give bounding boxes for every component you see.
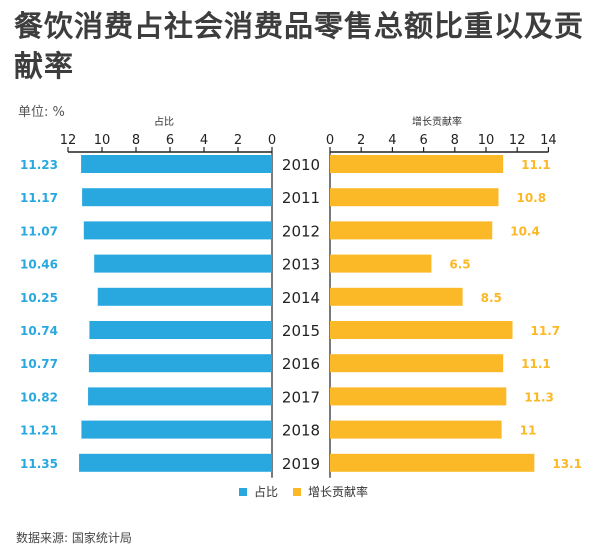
legend-label-contribution: 增长贡献率 bbox=[308, 484, 368, 499]
left-axis-tick-label: 6 bbox=[166, 133, 174, 148]
share-bar-2015 bbox=[89, 321, 272, 339]
left-axis-tick-label: 8 bbox=[132, 133, 140, 148]
legend-swatch-contribution bbox=[293, 488, 301, 496]
contribution-value-label-2015: 11.7 bbox=[531, 324, 561, 338]
contribution-value-label-2019: 13.1 bbox=[552, 457, 582, 471]
right-axis-tick-label: 0 bbox=[326, 133, 334, 148]
share-bar-2012 bbox=[83, 221, 272, 240]
share-bar-2011 bbox=[82, 188, 272, 207]
contribution-bar-2014 bbox=[330, 287, 463, 306]
contribution-value-label-2016: 11.1 bbox=[521, 357, 551, 371]
contribution-bar-2017 bbox=[330, 387, 507, 406]
share-bar-2010 bbox=[81, 155, 272, 173]
legend-label-share: 占比 bbox=[254, 484, 278, 499]
year-label-2015: 2015 bbox=[282, 322, 320, 340]
right-axis-tick-label: 8 bbox=[451, 133, 459, 148]
legend-swatch-share bbox=[239, 488, 247, 496]
contribution-value-label-2017: 11.3 bbox=[524, 390, 554, 404]
year-label-2010: 2010 bbox=[282, 156, 320, 174]
year-label-2017: 2017 bbox=[282, 388, 320, 406]
share-bar-2019 bbox=[79, 453, 272, 472]
contribution-bar-2019 bbox=[330, 453, 535, 472]
right-axis-title: 增长贡献率 bbox=[412, 115, 462, 128]
share-value-label-2019: 11.35 bbox=[20, 457, 58, 471]
share-bar-2013 bbox=[94, 254, 273, 273]
year-label-2016: 2016 bbox=[282, 355, 320, 373]
chart-title: 餐饮消费占社会消费品零售总额比重以及贡献率 bbox=[14, 9, 585, 83]
right-axis-tick-label: 12 bbox=[509, 133, 526, 148]
left-axis-tick-label: 2 bbox=[234, 133, 242, 148]
share-bar-2014 bbox=[97, 287, 272, 306]
right-axis-tick-label: 14 bbox=[540, 133, 557, 148]
share-bar-2018 bbox=[81, 420, 273, 439]
year-label-2018: 2018 bbox=[282, 422, 320, 440]
share-bar-2017 bbox=[88, 387, 272, 406]
year-label-2013: 2013 bbox=[282, 256, 320, 274]
year-label-2019: 2019 bbox=[282, 455, 320, 473]
contribution-bar-2012 bbox=[330, 221, 493, 240]
left-axis-tick-label: 10 bbox=[94, 133, 111, 148]
left-axis-title: 占比 bbox=[154, 115, 174, 128]
contribution-bar-2015 bbox=[330, 321, 513, 339]
contribution-value-label-2013: 6.5 bbox=[449, 258, 470, 272]
share-value-label-2018: 11.21 bbox=[20, 424, 58, 438]
left-axis-tick-label: 4 bbox=[200, 133, 208, 148]
share-value-label-2013: 10.46 bbox=[20, 258, 58, 272]
year-label-2014: 2014 bbox=[282, 289, 320, 307]
contribution-value-label-2014: 8.5 bbox=[481, 291, 502, 305]
year-label-2012: 2012 bbox=[282, 222, 320, 240]
right-axis-tick-label: 2 bbox=[357, 133, 365, 148]
contribution-value-label-2010: 11.1 bbox=[521, 158, 551, 172]
source-note: 数据来源: 国家统计局 bbox=[16, 531, 132, 545]
contribution-bar-2018 bbox=[330, 420, 502, 439]
share-bar-2016 bbox=[88, 354, 272, 373]
share-value-label-2014: 10.25 bbox=[20, 291, 58, 305]
share-value-label-2016: 10.77 bbox=[20, 357, 58, 371]
year-label-2011: 2011 bbox=[282, 189, 320, 207]
share-value-label-2011: 11.17 bbox=[20, 191, 58, 205]
left-axis-tick-label: 12 bbox=[60, 133, 77, 148]
share-value-label-2017: 10.82 bbox=[20, 390, 58, 404]
contribution-value-label-2011: 10.8 bbox=[516, 191, 546, 205]
unit-label: 单位: % bbox=[18, 105, 65, 120]
contribution-bar-2013 bbox=[330, 254, 432, 273]
contribution-bar-2010 bbox=[330, 155, 504, 173]
left-axis-tick-label: 0 bbox=[268, 133, 276, 148]
share-value-label-2010: 11.23 bbox=[20, 158, 58, 172]
right-axis-tick-label: 10 bbox=[478, 133, 495, 148]
right-axis-tick-label: 4 bbox=[388, 133, 396, 148]
right-axis-tick-label: 6 bbox=[419, 133, 427, 148]
contribution-value-label-2012: 10.4 bbox=[510, 224, 540, 238]
contribution-bar-2011 bbox=[330, 188, 499, 207]
share-value-label-2012: 11.07 bbox=[20, 224, 58, 238]
contribution-bar-2016 bbox=[330, 354, 504, 373]
contribution-value-label-2018: 11 bbox=[520, 424, 537, 438]
share-value-label-2015: 10.74 bbox=[20, 324, 58, 338]
